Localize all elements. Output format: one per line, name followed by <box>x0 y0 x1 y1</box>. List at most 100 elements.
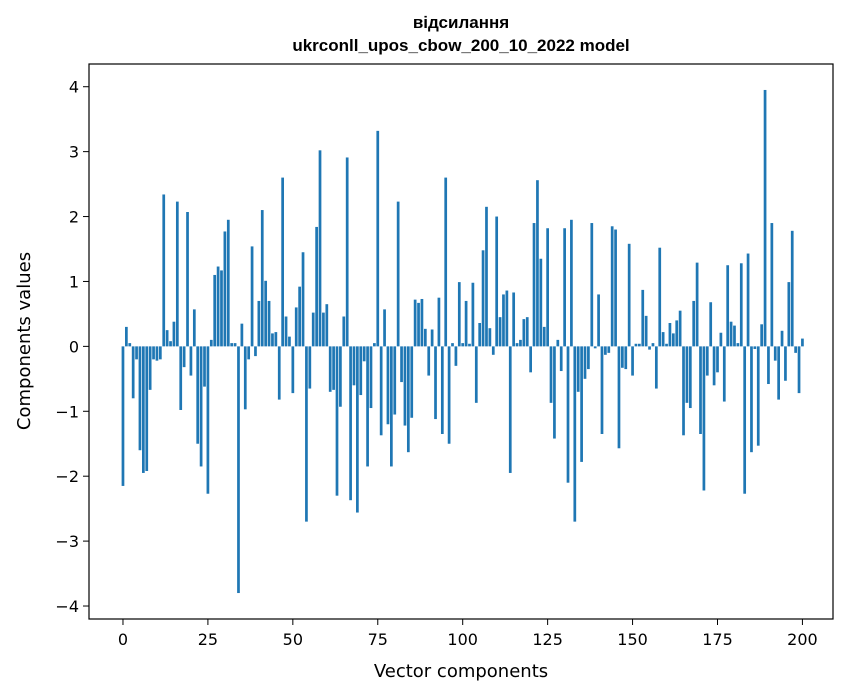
bar <box>746 253 750 347</box>
bar <box>189 346 193 376</box>
bar <box>406 346 410 453</box>
bar <box>638 343 641 347</box>
y-tick-label: −1 <box>55 402 79 421</box>
bar <box>383 309 386 347</box>
bar <box>284 316 288 347</box>
bar <box>471 282 475 347</box>
bar <box>216 266 220 347</box>
bar <box>206 346 210 494</box>
bar <box>675 320 679 347</box>
bar <box>209 339 213 347</box>
bar <box>305 346 308 522</box>
bar <box>128 343 132 347</box>
bar <box>767 346 770 385</box>
y-tick-label: 0 <box>69 337 79 356</box>
bar <box>539 258 543 347</box>
bar <box>142 346 145 473</box>
x-tick-label: 25 <box>198 630 218 649</box>
bar <box>546 228 549 347</box>
bar <box>271 333 274 347</box>
bar <box>254 346 257 357</box>
bar <box>352 346 356 386</box>
bar <box>447 346 451 444</box>
bar <box>291 346 295 394</box>
bar <box>318 150 322 347</box>
y-axis-label: Components values <box>14 252 35 430</box>
bar <box>542 326 546 347</box>
x-tick-label: 150 <box>617 630 648 649</box>
bar <box>274 332 278 347</box>
bar <box>179 346 183 410</box>
bar <box>138 346 142 451</box>
bar <box>223 231 227 347</box>
bar <box>417 302 420 347</box>
bar <box>410 346 414 418</box>
bar <box>719 332 723 347</box>
plot-frame <box>88 63 834 620</box>
bar <box>559 346 563 372</box>
y-tick-label: −2 <box>55 467 79 486</box>
bar <box>644 315 648 347</box>
bar <box>495 216 499 347</box>
bar <box>485 206 488 347</box>
bar <box>257 300 261 347</box>
bar <box>529 346 532 373</box>
bar <box>464 300 468 347</box>
bar <box>430 329 434 347</box>
bar <box>165 330 169 347</box>
bar <box>627 243 631 347</box>
bar <box>763 89 767 347</box>
bar <box>532 223 536 347</box>
bar <box>301 252 305 347</box>
bar <box>461 343 465 347</box>
bar <box>580 346 583 462</box>
y-tick-label: −4 <box>55 597 79 616</box>
bar <box>468 343 471 347</box>
bar <box>525 317 529 347</box>
bar <box>345 157 349 347</box>
x-tick-label: 75 <box>368 630 388 649</box>
bar <box>342 316 346 347</box>
bar <box>437 297 441 347</box>
bar <box>661 332 665 347</box>
bar <box>729 321 733 347</box>
bar <box>505 290 509 347</box>
bar <box>230 343 234 347</box>
bar <box>671 333 675 347</box>
bar <box>709 302 713 347</box>
bar <box>488 328 492 347</box>
bar <box>427 346 431 376</box>
bar <box>658 247 662 347</box>
bar <box>678 310 682 347</box>
bar <box>478 323 482 347</box>
bar <box>604 346 607 355</box>
bar <box>641 289 645 347</box>
bar <box>536 180 539 347</box>
bar <box>420 298 424 347</box>
bar <box>654 346 658 389</box>
bar <box>716 346 719 373</box>
bar <box>522 319 526 347</box>
bar <box>617 346 621 449</box>
bar <box>590 223 594 347</box>
bar <box>199 346 203 467</box>
bar <box>281 177 284 347</box>
bar <box>576 346 580 392</box>
bar <box>152 346 155 360</box>
bar <box>376 130 380 347</box>
bar <box>722 346 726 402</box>
bar <box>155 346 159 361</box>
bar <box>780 330 784 347</box>
y-tick-label: 3 <box>69 143 79 162</box>
bar <box>413 299 417 347</box>
bar <box>335 346 339 496</box>
x-tick-label: 200 <box>787 630 818 649</box>
bar <box>566 346 570 483</box>
bar <box>688 346 692 409</box>
bar <box>196 346 200 444</box>
bar <box>186 212 189 347</box>
bar <box>277 346 281 400</box>
bar <box>651 343 655 347</box>
x-tick-label: 125 <box>532 630 563 649</box>
bar <box>393 346 397 415</box>
